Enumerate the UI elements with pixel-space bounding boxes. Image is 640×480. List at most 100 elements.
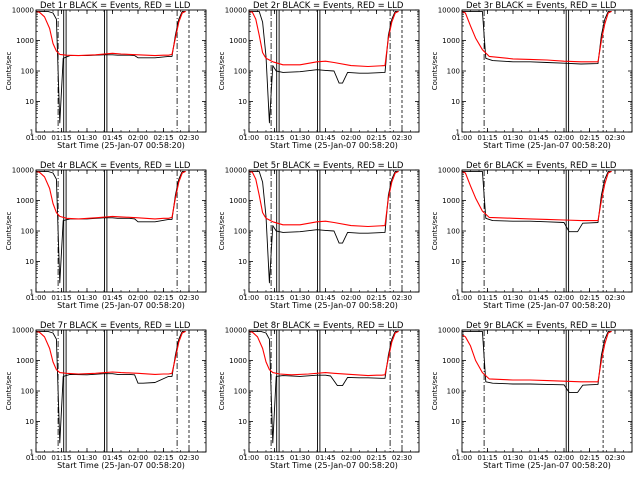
y-tick-label: 1000 xyxy=(16,357,34,365)
x-tick-label: 02:30 xyxy=(392,134,412,142)
x-tick-label: 01:30 xyxy=(503,454,523,462)
x-tick-label: 01:45 xyxy=(528,454,548,462)
x-tick-label: 01:00 xyxy=(26,134,46,142)
y-tick-label: 10000 xyxy=(12,7,34,15)
y-tick-label: 10 xyxy=(25,98,34,106)
x-tick-label: 02:00 xyxy=(341,454,361,462)
y-axis-label: Counts/sec xyxy=(431,52,439,91)
series-line-lld xyxy=(249,10,399,68)
x-tick-label: 01:00 xyxy=(26,454,46,462)
y-tick-label: 10 xyxy=(25,258,34,266)
y-tick-label: 10 xyxy=(238,418,247,426)
x-axis-label: Start Time (25-Jan-07 00:58:20) xyxy=(57,461,185,470)
x-tick-label: 01:30 xyxy=(290,454,310,462)
x-axis-label: Start Time (25-Jan-07 00:58:20) xyxy=(270,141,398,150)
y-tick-label: 10000 xyxy=(438,7,460,15)
x-tick-label: 01:00 xyxy=(239,294,259,302)
x-axis-label: Start Time (25-Jan-07 00:58:20) xyxy=(57,301,185,310)
x-tick-label: 01:15 xyxy=(264,134,284,142)
y-tick-label: 1000 xyxy=(442,37,460,45)
x-tick-label: 02:30 xyxy=(392,454,412,462)
x-tick-label: 01:15 xyxy=(51,134,71,142)
y-tick-label: 10 xyxy=(238,258,247,266)
x-tick-label: 02:15 xyxy=(366,294,386,302)
chart-panel-3: Det 3r BLACK = Events, RED = LLD 1 10 100 10… xyxy=(431,1,633,150)
y-tick-label: 10 xyxy=(451,258,460,266)
x-tick-label: 02:30 xyxy=(179,294,199,302)
x-tick-label: 01:45 xyxy=(315,454,335,462)
x-tick-label: 01:15 xyxy=(51,294,71,302)
y-tick-label: 100 xyxy=(21,228,34,236)
x-tick-label: 01:30 xyxy=(503,294,523,302)
marker-lines xyxy=(57,170,190,292)
x-tick-label: 02:15 xyxy=(153,454,173,462)
y-tick-label: 1000 xyxy=(229,37,247,45)
series-group xyxy=(249,10,399,124)
y-tick-label: 1 xyxy=(30,449,34,457)
series-group xyxy=(36,10,186,124)
x-tick-label: 01:15 xyxy=(264,454,284,462)
y-tick-label: 1 xyxy=(243,289,247,297)
chart-panel-8: Det 8r BLACK = Events, RED = LLD 1 10 100 10… xyxy=(218,321,420,470)
plot-frame xyxy=(461,329,633,453)
y-axis-label: Counts/sec xyxy=(218,212,226,251)
series-line-events xyxy=(462,170,612,233)
x-tick-label: 02:30 xyxy=(605,294,625,302)
x-axis-label: Start Time (25-Jan-07 00:58:20) xyxy=(483,461,611,470)
series-line-lld xyxy=(36,170,186,220)
x-tick-label: 01:15 xyxy=(264,294,284,302)
x-tick-label: 01:00 xyxy=(239,454,259,462)
x-tick-label: 01:00 xyxy=(239,134,259,142)
y-tick-label: 10000 xyxy=(438,167,460,175)
series-group xyxy=(462,330,612,393)
series-line-events xyxy=(249,10,399,124)
plot-frame xyxy=(461,169,633,293)
chart-title: Det 4r BLACK = Events, RED = LLD xyxy=(40,161,191,171)
y-tick-label: 1000 xyxy=(442,197,460,205)
x-tick-label: 02:00 xyxy=(128,454,148,462)
x-tick-label: 02:30 xyxy=(179,454,199,462)
x-tick-label: 01:00 xyxy=(452,294,472,302)
marker-lines xyxy=(483,10,604,132)
x-tick-label: 01:30 xyxy=(503,134,523,142)
x-axis-label: Start Time (25-Jan-07 00:58:20) xyxy=(270,301,398,310)
chart-title: Det 5r BLACK = Events, RED = LLD xyxy=(253,161,404,171)
marker-lines xyxy=(57,10,190,132)
plot-frame xyxy=(461,9,633,133)
x-tick-label: 02:00 xyxy=(554,134,574,142)
series-group xyxy=(249,330,399,444)
chart-panel-2: Det 2r BLACK = Events, RED = LLD 1 10 100 10… xyxy=(218,1,420,150)
x-tick-label: 02:00 xyxy=(554,454,574,462)
y-axis-label: Counts/sec xyxy=(5,372,13,411)
x-tick-label: 02:15 xyxy=(579,134,599,142)
plot-frame xyxy=(35,9,207,133)
chart-panel-5: Det 5r BLACK = Events, RED = LLD 1 10 100 10… xyxy=(218,161,420,310)
y-axis-label: Counts/sec xyxy=(218,52,226,91)
chart-panel-7: Det 7r BLACK = Events, RED = LLD 1 10 100 10… xyxy=(5,321,207,470)
y-tick-label: 1 xyxy=(243,129,247,137)
chart-title: Det 7r BLACK = Events, RED = LLD xyxy=(40,321,191,331)
series-line-lld xyxy=(462,10,612,63)
x-tick-label: 01:30 xyxy=(290,134,310,142)
series-group xyxy=(462,170,612,233)
series-line-lld xyxy=(36,330,186,375)
x-tick-label: 01:45 xyxy=(102,454,122,462)
x-tick-label: 01:45 xyxy=(315,294,335,302)
series-line-events xyxy=(249,170,399,284)
marker-lines xyxy=(270,330,403,452)
marker-lines xyxy=(270,170,403,292)
series-line-lld xyxy=(36,10,186,57)
x-tick-label: 02:00 xyxy=(128,294,148,302)
x-tick-label: 01:15 xyxy=(51,454,71,462)
x-axis-label: Start Time (25-Jan-07 00:58:20) xyxy=(57,141,185,150)
y-tick-label: 10000 xyxy=(225,327,247,335)
series-group xyxy=(36,330,186,444)
x-tick-label: 02:15 xyxy=(366,134,386,142)
x-tick-label: 02:15 xyxy=(579,294,599,302)
plot-frame xyxy=(35,169,207,293)
y-tick-label: 100 xyxy=(447,68,460,76)
chart-title: Det 9r BLACK = Events, RED = LLD xyxy=(466,321,617,331)
x-tick-label: 01:30 xyxy=(290,294,310,302)
y-tick-label: 10 xyxy=(238,98,247,106)
